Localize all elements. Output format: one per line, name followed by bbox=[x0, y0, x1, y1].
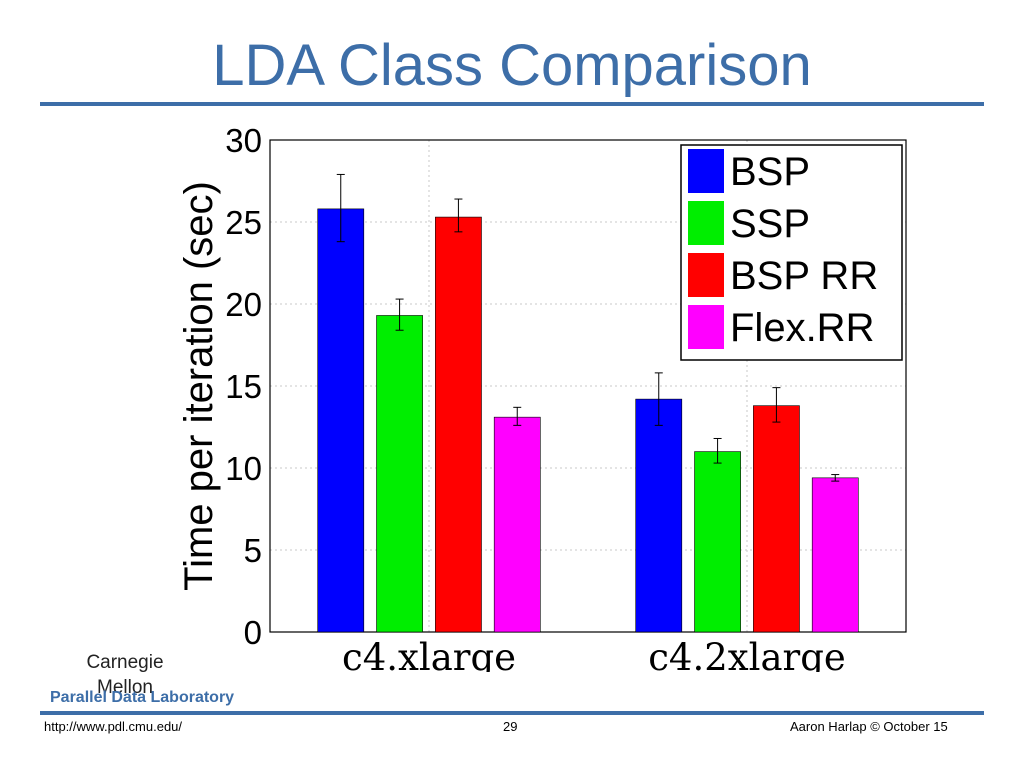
legend-swatch bbox=[688, 201, 724, 245]
legend-swatch bbox=[688, 149, 724, 193]
university-logo-text: Carnegie Mellon bbox=[86, 652, 164, 698]
legend-label: BSP RR bbox=[730, 254, 878, 298]
y-tick-label: 30 bbox=[225, 122, 262, 159]
bar bbox=[376, 315, 423, 633]
page-number: 29 bbox=[503, 719, 518, 734]
title-rule bbox=[40, 102, 984, 106]
y-tick-label: 10 bbox=[225, 450, 262, 487]
category-labels: c4.xlarge c4.2xlarge bbox=[342, 636, 846, 672]
footer-rule bbox=[40, 711, 984, 715]
y-axis-label: Time per iteration (sec) bbox=[177, 181, 221, 591]
bar bbox=[493, 416, 541, 633]
footer-author: Aaron Harlap © October 15 bbox=[790, 719, 948, 734]
bar bbox=[753, 405, 800, 633]
footer-url[interactable]: http://www.pdl.cmu.edu/ bbox=[44, 719, 183, 734]
legend: BSP SSP BSP RR Flex.RR bbox=[680, 144, 903, 361]
legend-swatch bbox=[688, 253, 724, 297]
y-tick-labels: 0 5 10 15 20 25 30 bbox=[225, 122, 262, 651]
bar-chart: 0 5 10 15 20 25 30 c4.xlarge c4.2xlarge Time pe… bbox=[177, 122, 907, 672]
bar bbox=[694, 451, 741, 633]
category-label: c4.2xlarge bbox=[648, 636, 846, 672]
plot-frame bbox=[269, 139, 907, 633]
legend-label: SSP bbox=[730, 202, 810, 246]
error-bars bbox=[336, 173, 840, 482]
bar bbox=[435, 216, 482, 633]
y-tick-label: 15 bbox=[225, 368, 262, 405]
bar bbox=[811, 477, 859, 633]
y-tick-label: 25 bbox=[225, 204, 262, 241]
slide-title: LDA Class Comparison bbox=[212, 33, 812, 98]
y-tick-label: 20 bbox=[225, 286, 262, 323]
y-tick-label: 5 bbox=[244, 532, 262, 569]
bar bbox=[635, 398, 683, 633]
lab-name: Parallel Data Laboratory bbox=[50, 689, 235, 706]
y-tick-label: 0 bbox=[244, 614, 262, 651]
category-label: c4.xlarge bbox=[342, 636, 516, 672]
legend-label: Flex.RR bbox=[730, 306, 874, 350]
legend-swatch bbox=[688, 305, 724, 349]
legend-label: BSP bbox=[730, 150, 810, 194]
bar bbox=[317, 208, 365, 633]
